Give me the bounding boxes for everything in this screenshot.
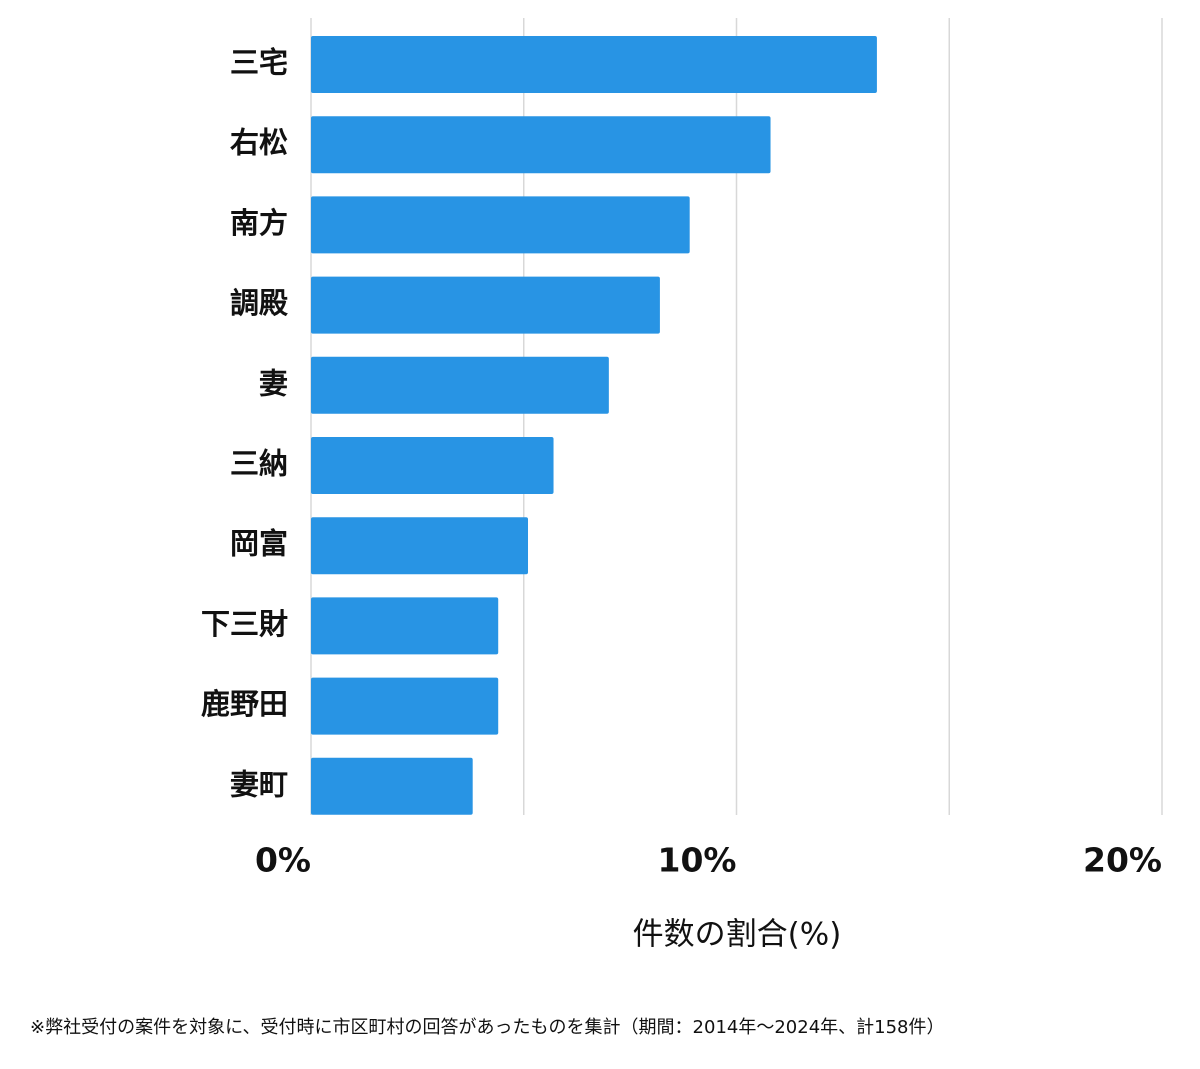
bar xyxy=(311,677,499,735)
y-tick-label: 妻町 xyxy=(230,767,288,801)
bar xyxy=(311,36,877,93)
y-tick-label: 三宅 xyxy=(230,46,288,80)
y-tick-label: 南方 xyxy=(230,206,288,240)
bar xyxy=(311,597,499,655)
bar xyxy=(311,196,690,254)
y-tick-label: 下三財 xyxy=(201,607,288,641)
x-axis-title: 件数の割合(%) xyxy=(633,917,842,953)
y-tick-label: 右松 xyxy=(230,126,288,160)
x-tick-label: 0% xyxy=(255,841,311,880)
bar xyxy=(311,757,473,815)
y-tick-label: 妻 xyxy=(259,366,288,400)
bar xyxy=(311,517,529,575)
x-tick-label: 20% xyxy=(1083,841,1162,880)
y-tick-label: 調殿 xyxy=(230,286,289,320)
y-tick-label: 三納 xyxy=(230,447,288,481)
y-tick-label: 鹿野田 xyxy=(201,687,288,721)
footnote: ※弊社受付の案件を対象に、受付時に市区町村の回答があったものを集計（期間：201… xyxy=(30,1017,945,1038)
bar xyxy=(311,437,554,494)
bar xyxy=(311,116,771,174)
bar xyxy=(311,356,609,414)
bar xyxy=(311,276,660,334)
y-tick-label: 岡富 xyxy=(230,527,288,561)
x-tick-label: 10% xyxy=(658,841,737,880)
